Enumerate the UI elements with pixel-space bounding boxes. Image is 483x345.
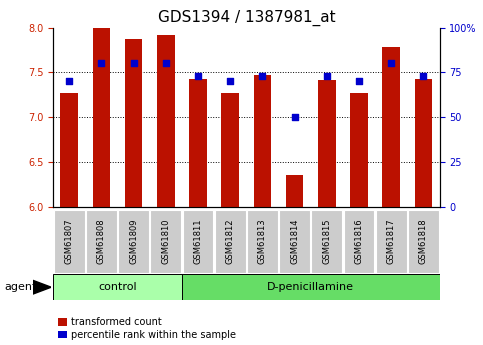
Text: GSM61810: GSM61810 — [161, 219, 170, 264]
Point — [291, 115, 298, 120]
Bar — [125, 39, 142, 207]
Point — [355, 79, 363, 84]
Text: GSM61818: GSM61818 — [419, 219, 428, 264]
Bar — [383, 47, 400, 207]
Bar — [54, 210, 85, 273]
Text: GSM61808: GSM61808 — [97, 219, 106, 264]
Legend: transformed count, percentile rank within the sample: transformed count, percentile rank withi… — [58, 317, 236, 340]
Bar — [183, 210, 213, 273]
Polygon shape — [33, 280, 51, 294]
Bar — [53, 274, 182, 300]
Bar — [60, 93, 78, 207]
Point — [65, 79, 73, 84]
Text: GSM61817: GSM61817 — [387, 219, 396, 264]
Title: GDS1394 / 1387981_at: GDS1394 / 1387981_at — [157, 10, 335, 26]
Point — [323, 73, 331, 79]
Point — [420, 73, 427, 79]
Text: GSM61813: GSM61813 — [258, 219, 267, 264]
Bar — [157, 35, 175, 207]
Text: agent: agent — [5, 282, 37, 292]
Point — [387, 61, 395, 66]
Text: GSM61815: GSM61815 — [322, 219, 331, 264]
Bar — [350, 93, 368, 207]
Bar — [150, 210, 181, 273]
Text: GSM61807: GSM61807 — [65, 219, 74, 264]
Text: GSM61809: GSM61809 — [129, 219, 138, 264]
Bar — [86, 210, 117, 273]
Bar — [215, 210, 246, 273]
Bar — [343, 210, 374, 273]
Bar — [376, 210, 407, 273]
Point — [162, 61, 170, 66]
Point — [258, 73, 266, 79]
Point — [130, 61, 138, 66]
Bar — [189, 79, 207, 207]
Bar — [182, 274, 440, 300]
Bar — [254, 75, 271, 207]
Bar — [318, 80, 336, 207]
Bar — [408, 210, 439, 273]
Bar — [286, 175, 303, 207]
Point — [227, 79, 234, 84]
Text: GSM61816: GSM61816 — [355, 219, 364, 264]
Bar — [247, 210, 278, 273]
Bar — [221, 93, 239, 207]
Bar — [414, 79, 432, 207]
Text: control: control — [98, 282, 137, 292]
Text: D-penicillamine: D-penicillamine — [267, 282, 354, 292]
Bar — [93, 28, 110, 207]
Point — [98, 61, 105, 66]
Text: GSM61811: GSM61811 — [194, 219, 202, 264]
Bar — [279, 210, 310, 273]
Text: GSM61812: GSM61812 — [226, 219, 235, 264]
Point — [194, 73, 202, 79]
Bar — [118, 210, 149, 273]
Text: GSM61814: GSM61814 — [290, 219, 299, 264]
Bar — [312, 210, 342, 273]
